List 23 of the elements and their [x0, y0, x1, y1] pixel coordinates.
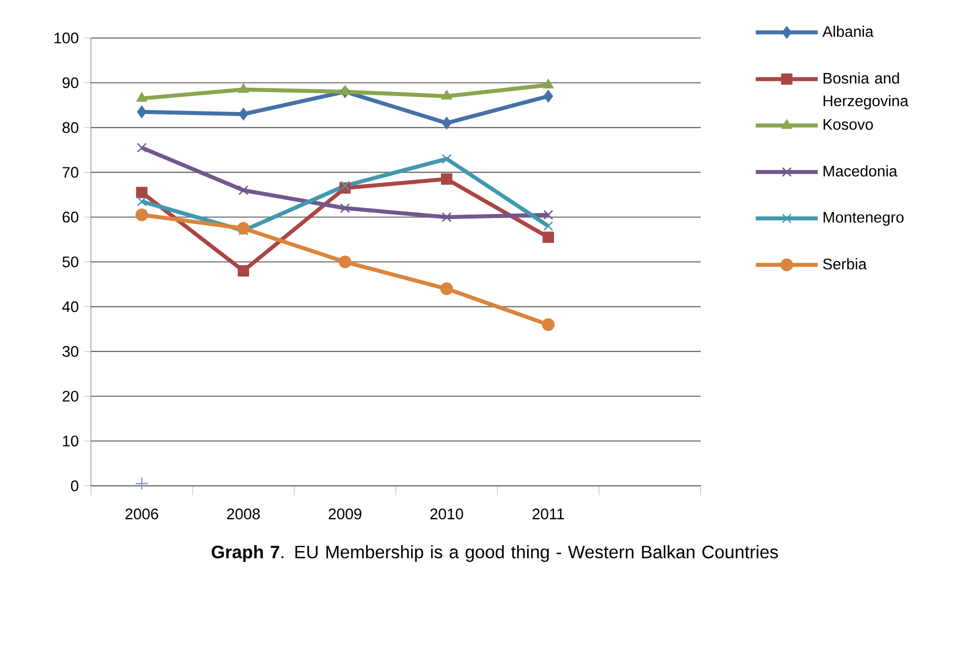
- y-tick-label: 80: [62, 122, 78, 134]
- x-tick-label: 2011: [532, 508, 564, 520]
- y-tick-label: 70: [62, 167, 78, 178]
- y-tick-label: 20: [62, 390, 78, 402]
- legend-label: Macedonia: [824, 165, 898, 177]
- y-tick-label: 90: [62, 77, 78, 88]
- y-tick-label: 0: [71, 480, 78, 492]
- legend-label: Serbia: [823, 258, 867, 270]
- y-tick-label: 100: [54, 32, 78, 44]
- legend-label: Kosovo: [824, 119, 873, 130]
- y-tick-label: 50: [62, 256, 78, 268]
- legend-label: Albania: [822, 26, 874, 38]
- text: Graph 7. EU Membership is a good thing - Western Balkan Countries: [212, 545, 778, 562]
- y-tick-label: 60: [62, 212, 78, 223]
- legend-label: Montenegro: [824, 212, 904, 226]
- x-tick-label: 2006: [126, 508, 158, 520]
- y-tick-label: 10: [63, 436, 78, 447]
- y-tick-label: 30: [62, 346, 78, 358]
- x-tick-label: 2009: [328, 508, 362, 520]
- y-tick-label: 40: [62, 301, 78, 312]
- legend-label: Bosnia and Herzegovina: [824, 72, 908, 110]
- x-tick-label: 2010: [430, 508, 464, 520]
- x-tick-label: 2008: [227, 508, 260, 520]
